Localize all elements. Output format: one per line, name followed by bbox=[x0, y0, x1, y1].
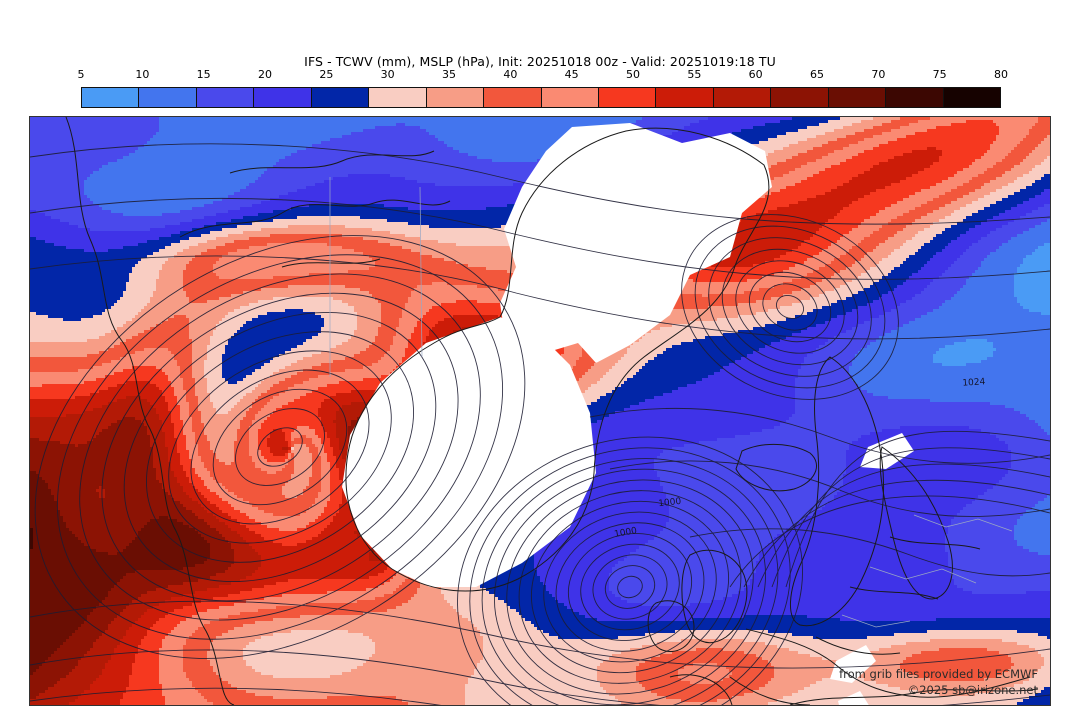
contour-label-1024: 1024 bbox=[962, 377, 986, 389]
colorbar-swatch-40 bbox=[484, 88, 542, 107]
colorbar-tick-45: 45 bbox=[564, 68, 579, 81]
map-canvas: 1000 1000 1024 bbox=[30, 117, 1050, 705]
colorbar-swatch-60 bbox=[713, 88, 772, 107]
colorbar-tick-55: 55 bbox=[687, 68, 702, 81]
colorbar-tick-65: 65 bbox=[810, 68, 824, 81]
colorbar-tick-15: 15 bbox=[196, 68, 211, 81]
contour-label-1000: 1000 bbox=[658, 497, 682, 509]
colorbar-swatch-5 bbox=[82, 88, 140, 107]
colorbar-swatch-80 bbox=[943, 88, 1000, 107]
colorbar-swatch-75 bbox=[886, 88, 944, 107]
colorbar-swatch-55 bbox=[656, 88, 714, 107]
colorbar-swatch-20 bbox=[254, 88, 312, 107]
colorbar-tick-labels: 5 10 15 20 25 30 35 40 45 50 55 60 65 70 75 80 bbox=[77, 68, 1009, 83]
tcwv-colorbar bbox=[81, 87, 1001, 108]
colorbar-tick-30: 30 bbox=[380, 68, 395, 81]
page-title: IFS - TCWV (mm), MSLP (hPa), Init: 20251… bbox=[304, 54, 776, 69]
colorbar-tick-40: 40 bbox=[503, 68, 518, 81]
colorbar-swatch-15 bbox=[196, 88, 255, 107]
colorbar-swatch-50 bbox=[598, 88, 657, 107]
contour-label-1000: 1000 bbox=[614, 526, 639, 540]
colorbar-tick-35: 35 bbox=[442, 68, 456, 81]
colorbar-strip bbox=[81, 87, 1001, 108]
colorbar-tick-80: 80 bbox=[994, 68, 1008, 81]
colorbar-swatch-30 bbox=[369, 88, 427, 107]
colorbar-tick-25: 25 bbox=[319, 68, 334, 81]
colorbar-swatch-35 bbox=[426, 88, 485, 107]
colorbar-swatch-10 bbox=[139, 88, 197, 107]
tcwv-mslp-map[interactable]: 1000 1000 1024 from grib files provided by… bbox=[29, 116, 1051, 706]
colorbar-swatch-70 bbox=[828, 88, 887, 107]
colorbar-swatch-65 bbox=[771, 88, 829, 107]
colorbar-tick-10: 10 bbox=[135, 68, 150, 81]
colorbar-tick-5: 5 bbox=[77, 68, 85, 81]
colorbar-tick-70: 70 bbox=[871, 68, 886, 81]
colorbar-tick-75: 75 bbox=[932, 68, 947, 81]
colorbar-swatch-45 bbox=[541, 88, 599, 107]
colorbar-tick-20: 20 bbox=[258, 68, 272, 81]
colorbar-swatch-25 bbox=[311, 88, 370, 107]
colorbar-tick-60: 60 bbox=[748, 68, 763, 81]
colorbar-tick-50: 50 bbox=[626, 68, 640, 81]
